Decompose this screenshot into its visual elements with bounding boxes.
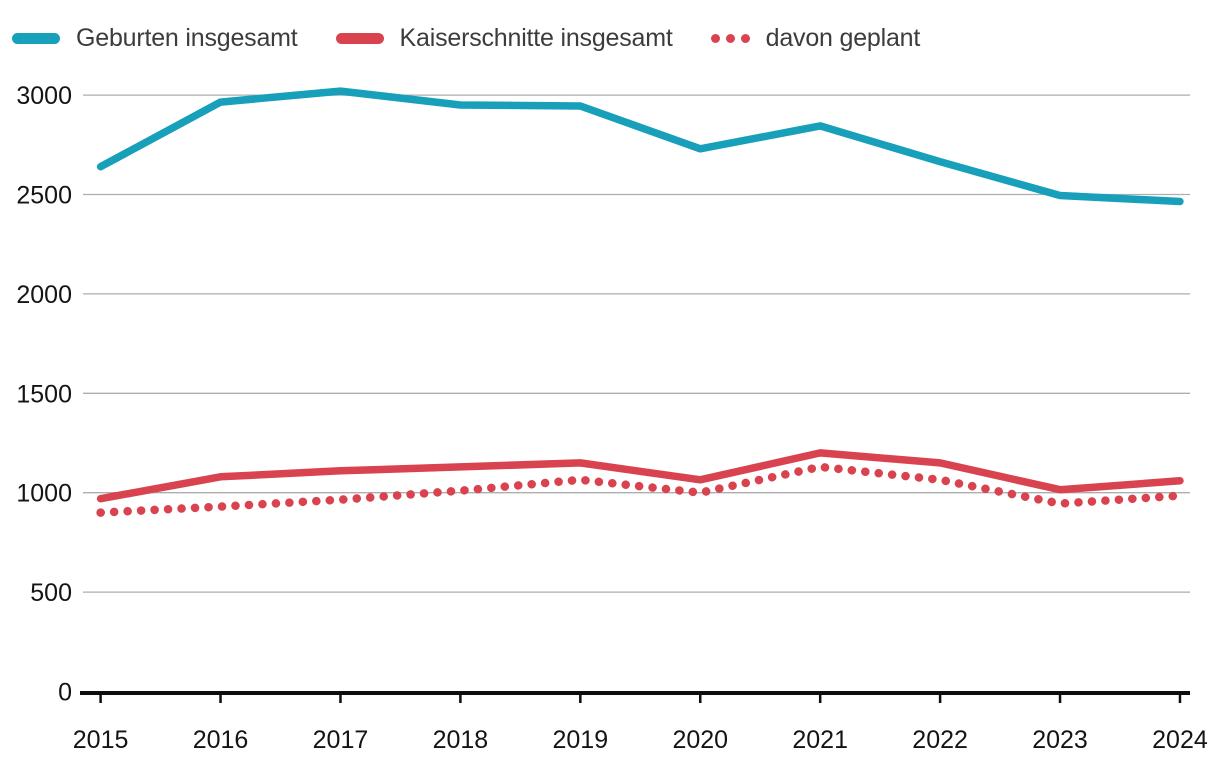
x-axis-tick-label: 2018 <box>433 726 489 754</box>
x-axis-tick-label: 2022 <box>912 726 968 754</box>
series-line-kaiserschnitte-insgesamt <box>96 449 1184 503</box>
y-axis-tick-label: 1000 <box>16 480 72 508</box>
legend-label-kaiserschnitte-insgesamt: Kaiserschnitte insgesamt <box>399 23 673 52</box>
legend-item-kaiserschnitte-insgesamt: Kaiserschnitte insgesamt <box>335 23 673 53</box>
y-axis-tick-label: 500 <box>30 579 72 607</box>
legend-swatch-teal-line <box>12 32 60 44</box>
x-axis-tick-label: 2016 <box>193 726 249 754</box>
series-line-davon-geplant <box>96 462 1185 517</box>
y-axis-tick-label: 0 <box>58 679 72 707</box>
y-axis-tick-label: 1500 <box>16 380 72 408</box>
legend: Geburten insgesamt Kaiserschnitte insges… <box>12 22 958 54</box>
x-axis-tick-label: 2019 <box>553 726 609 754</box>
legend-label-geburten-insgesamt: Geburten insgesamt <box>76 23 298 52</box>
legend-item-geburten-insgesamt: Geburten insgesamt <box>12 24 298 53</box>
legend-swatch-red-line <box>335 32 384 44</box>
y-axis-tick-label: 2500 <box>16 182 72 210</box>
x-axis-tick-label: 2024 <box>1152 726 1208 754</box>
legend-item-davon-geplant: davon geplant <box>710 23 921 53</box>
legend-label-davon-geplant: davon geplant <box>765 23 921 52</box>
legend-swatch-red-dotted <box>710 33 750 43</box>
series-line-geburten-insgesamt <box>96 87 1184 206</box>
x-axis-tick-label: 2015 <box>73 726 129 754</box>
x-axis-tick-label: 2023 <box>1032 726 1088 754</box>
y-axis-tick-label: 2000 <box>16 281 72 309</box>
x-axis-tick-label: 2020 <box>672 726 728 754</box>
y-axis-tick-label: 3000 <box>16 82 72 110</box>
x-axis-tick-label: 2021 <box>792 726 848 754</box>
x-axis-tick-label: 2017 <box>313 726 369 754</box>
